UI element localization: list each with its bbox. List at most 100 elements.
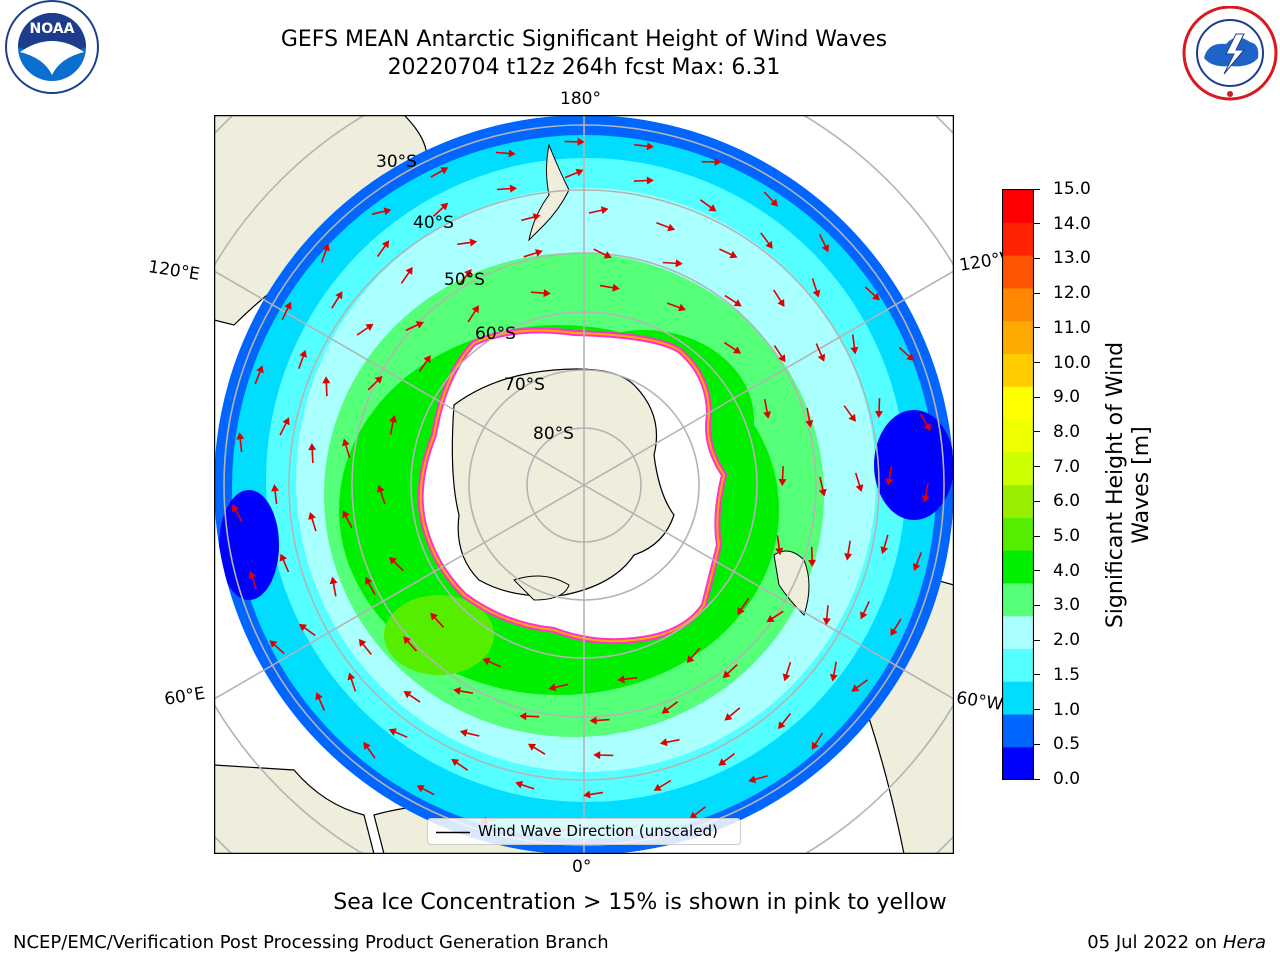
wave-direction-arrowhead — [519, 712, 527, 721]
wave-direction-arrowhead — [543, 289, 551, 298]
sea-ice-edge — [419, 329, 726, 643]
wave-direction-arrowhead — [403, 691, 412, 699]
colorbar-tick-mark — [1034, 257, 1040, 259]
wave-direction-arrowhead — [718, 758, 727, 766]
wave-direction-arrowhead — [678, 303, 686, 312]
wind-wave-direction-arrows — [232, 137, 931, 837]
wave-direction-arrowhead — [528, 743, 536, 751]
footer-right: 05 Jul 2022 on Hera — [1087, 932, 1266, 953]
lon-label-120e: 120°E — [146, 257, 202, 285]
wave-direction-arrowhead — [284, 301, 292, 310]
map-legend: Wind Wave Direction (unscaled) — [427, 818, 741, 845]
wave-direction-arrowhead — [575, 168, 584, 177]
colorbar-tick-label: 12.0 — [1053, 283, 1091, 304]
wave-direction-arrowhead — [724, 713, 733, 721]
colorbar-tick-label: 15.0 — [1053, 179, 1091, 199]
wave-direction-arrowhead — [532, 213, 541, 221]
wave-direction-arrowhead — [389, 415, 397, 423]
wave-direction-arrowhead — [906, 353, 915, 361]
wave-direction-arrowhead — [722, 670, 731, 679]
wave-direction-arrowhead — [405, 266, 413, 275]
wave-direction-arrowhead — [686, 655, 695, 664]
footer-left: NCEP/EMC/Verification Post Processing Pr… — [13, 932, 609, 953]
colorbar-segment — [1002, 550, 1034, 584]
band-0.0-0.5-east — [874, 410, 954, 520]
colorbar-tick-mark — [1034, 674, 1040, 676]
colorbar-tick-label: 8.0 — [1053, 421, 1081, 442]
colorbar-tick-label: 0.0 — [1053, 769, 1081, 789]
wave-direction-arrowhead — [508, 149, 516, 158]
wave-direction-arrowhead — [778, 478, 787, 487]
wave-direction-arrowhead — [653, 783, 662, 791]
wave-direction-arrowhead — [271, 484, 279, 492]
colorbar-segment — [1002, 222, 1034, 256]
wave-direction-arrowhead — [322, 376, 331, 384]
wave-direction-arrowhead — [850, 346, 859, 355]
wave-direction-arrowhead — [389, 556, 397, 565]
lon-label-180: 180° — [560, 89, 601, 109]
lat-label-40s: 40°S — [413, 213, 454, 233]
colorbar-segment — [1002, 648, 1034, 682]
wave-direction-arrowhead — [440, 167, 449, 175]
wave-direction-arrowhead — [279, 553, 287, 562]
antarctic-map — [214, 115, 954, 854]
wave-direction-arrowhead — [782, 673, 791, 682]
lat-label-80s: 80°S — [533, 424, 574, 444]
wave-direction-arrowhead — [453, 687, 461, 695]
colorbar-tick-mark — [1034, 709, 1040, 711]
lat-label-30s: 30°S — [376, 152, 417, 172]
colorbar-tick-label: 7.0 — [1053, 456, 1081, 477]
colorbar-tick-label: 3.0 — [1053, 595, 1081, 616]
colorbar-tick-mark — [1034, 778, 1040, 780]
wave-direction-arrowhead — [329, 576, 338, 585]
lon-label-60w: 60°W — [954, 688, 1005, 716]
wave-direction-arrowhead — [808, 559, 817, 567]
lat-label-50s: 50°S — [444, 270, 485, 290]
colorbar-segment — [1002, 255, 1034, 289]
map-frame — [214, 115, 954, 854]
wave-direction-arrowhead — [365, 576, 373, 585]
wave-direction-arrowhead — [733, 346, 742, 354]
wave-direction-arrowhead — [860, 611, 868, 620]
colorbar-segment — [1002, 681, 1034, 715]
colorbar-tick-label: 1.0 — [1053, 699, 1081, 720]
colorbar-segment — [1002, 582, 1034, 617]
wave-height-field — [214, 115, 954, 854]
colorbar-segment — [1002, 320, 1034, 354]
footer-host: Hera — [1222, 932, 1266, 953]
wave-direction-arrowhead — [805, 420, 814, 428]
lon-label-0: 0° — [572, 857, 592, 877]
wave-direction-arrowhead — [921, 495, 930, 503]
colorbar-tick-label: 0.5 — [1053, 734, 1081, 755]
wave-direction-arrowhead — [269, 640, 278, 648]
wave-direction-arrowhead — [659, 738, 668, 747]
wave-direction-arrowhead — [729, 250, 738, 259]
wave-direction-arrowhead — [829, 673, 838, 682]
colorbar-tick-label: 2.0 — [1053, 630, 1081, 651]
wave-direction-arrowhead — [890, 627, 898, 636]
colorbar-tick-mark — [1034, 362, 1040, 364]
wave-direction-arrowhead — [667, 223, 676, 232]
wave-direction-arrowhead — [851, 684, 860, 692]
colorbar-label-line1: Significant Height of Wind — [1103, 341, 1128, 629]
wave-direction-arrowhead — [844, 553, 853, 561]
wave-direction-arrowhead — [299, 349, 307, 358]
wave-direction-arrowhead — [589, 716, 597, 725]
colorbar-segment — [1002, 451, 1034, 486]
lat-label-70s: 70°S — [504, 375, 545, 395]
chart-title-line1: GEFS MEAN Antarctic Significant Height o… — [280, 27, 888, 52]
wave-direction-arrowhead — [365, 323, 374, 331]
colorbar-segment — [1002, 386, 1034, 420]
wave-direction-arrowhead — [885, 478, 894, 486]
colorbar-tick-mark — [1034, 223, 1040, 225]
graticule — [214, 115, 954, 854]
colorbar-tick-label: 11.0 — [1053, 317, 1091, 338]
wave-direction-arrowhead — [232, 504, 240, 513]
colorbar-tick-label: 10.0 — [1053, 352, 1091, 373]
wave-direction-arrowhead — [778, 721, 786, 730]
wave-direction-arrowhead — [646, 176, 654, 185]
colorbar-tick-label: 4.0 — [1053, 560, 1081, 581]
colorbar-tick-mark — [1034, 431, 1040, 433]
wave-direction-arrowhead — [778, 354, 786, 363]
wave-direction-arrowhead — [714, 157, 722, 166]
